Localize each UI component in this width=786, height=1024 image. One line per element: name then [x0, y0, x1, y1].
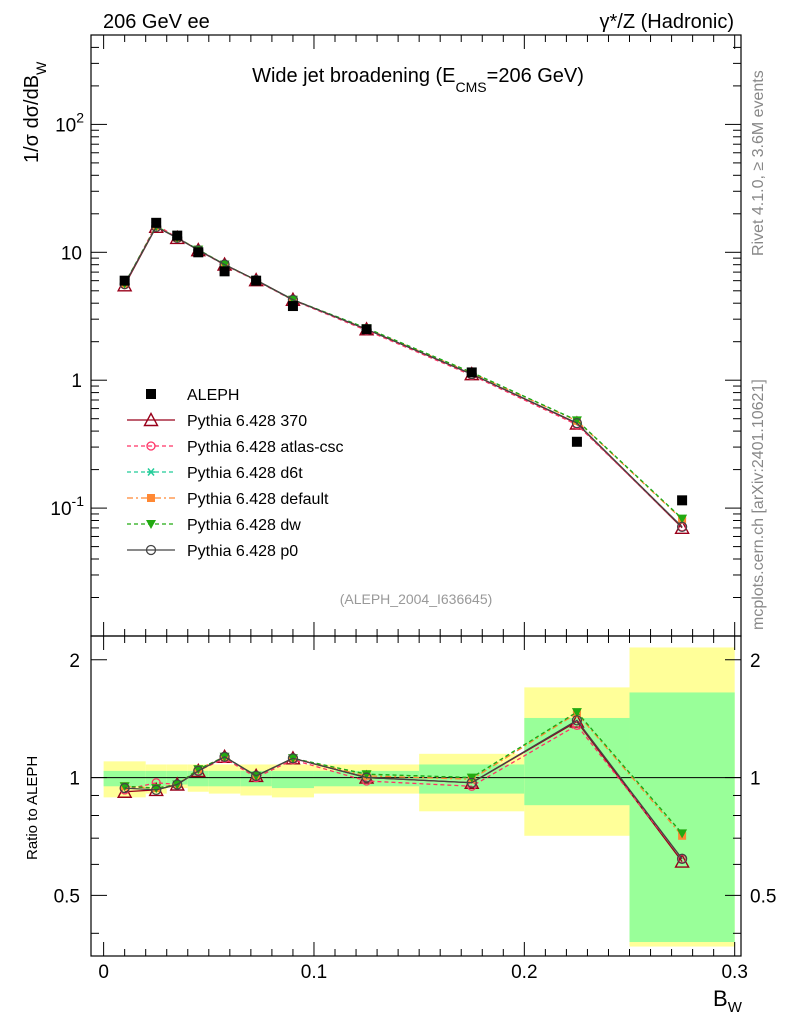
legend-marker-1 [146, 441, 156, 451]
legend-label-3: Pythia 6.428 default [187, 491, 329, 508]
analysis-id: (ALEPH_2004_I636645) [340, 591, 493, 607]
ratio-tick-label-left: 1 [69, 769, 80, 790]
y-tick-label: 10-1 [50, 493, 84, 520]
series-5-ratio-point [287, 753, 299, 764]
legend-label-aleph: ALEPH [187, 387, 239, 404]
series-4-ratio-point [361, 770, 372, 780]
legend-label-1: Pythia 6.428 atlas-csc [187, 439, 344, 456]
series-1-ratio-line [124, 724, 683, 860]
legend-marker-0 [143, 412, 159, 427]
band-green-bin [524, 717, 630, 806]
band-green-bin [208, 770, 241, 787]
data-point [571, 436, 582, 447]
legend-label-0: Pythia 6.428 370 [187, 413, 307, 430]
legend-label-4: Pythia 6.428 dw [187, 517, 301, 534]
series-5-ratio-point [193, 765, 204, 777]
ratio-tick-label-left: 2 [69, 651, 80, 672]
series-5-ratio-point [172, 779, 183, 790]
y-tick-label-base: 10 [50, 499, 71, 520]
legend-label-5: Pythia 6.428 p0 [187, 543, 298, 560]
series-4-ratio-point [571, 708, 582, 718]
series-5-ratio-point [571, 715, 583, 726]
x-tick-label: 0 [98, 962, 109, 983]
main-panel-series [116, 217, 690, 534]
y-tick-label-base: 10 [55, 115, 76, 136]
legend-marker-2-stroke [147, 468, 155, 476]
data-point [119, 275, 130, 286]
x-axis-label: BW [713, 986, 743, 1016]
y-tick-label: 1 [71, 371, 82, 392]
y-axis-label: 1/σ dσ/dBW [21, 61, 49, 163]
y-tick-label-exp: -1 [72, 493, 85, 509]
ratio-frame [90, 635, 742, 957]
y-tick-label-exp: 2 [76, 109, 84, 125]
data-point [251, 275, 262, 286]
legend-marker-3 [147, 494, 155, 502]
data-point [151, 217, 162, 228]
legend-marker-2 [147, 468, 155, 476]
ratio-panel-series [91, 708, 741, 868]
y-tick-label: 102 [55, 109, 84, 136]
ratio-tick-label-left: 0.5 [54, 886, 80, 907]
ratio-y-label: Ratio to ALEPH [24, 756, 41, 860]
series-5-ratio-point [250, 770, 262, 782]
x-tick-label: 0.2 [511, 962, 537, 983]
header-left: 206 GeV ee [103, 11, 210, 33]
band-green-bin [271, 770, 314, 789]
x-tick-label: 0.3 [721, 962, 747, 983]
data-point [172, 230, 183, 241]
x-tick-label: 0.1 [301, 962, 327, 983]
band-green-bin [103, 770, 146, 787]
band-green-bin [629, 692, 735, 943]
series-0-ratio-point [569, 713, 585, 728]
series-5-ratio-point [676, 853, 688, 864]
series-0-main-point [674, 519, 690, 534]
series-5-ratio-point [361, 772, 372, 783]
series-4-main-point [677, 514, 688, 524]
data-point [361, 324, 372, 335]
data-point [466, 367, 477, 378]
series-0-main-line [124, 225, 683, 529]
y-tick-label: 10 [61, 243, 82, 264]
mcplots-label: mcplots.cern.ch [arXiv:2401.10621] [750, 379, 767, 630]
legend-marker-aleph [146, 389, 156, 399]
legend: ALEPH Pythia 6.428 370 Pythia 6.428 atlas-… [127, 387, 344, 560]
ratio-uncertainty-bands [103, 647, 735, 947]
series-4-ratio-point [677, 829, 688, 839]
legend-marker-5 [145, 544, 157, 556]
series-5-main-point [571, 417, 583, 429]
legend-marker-4 [146, 520, 156, 529]
rivet-version-label: Rivet 4.1.0, ≥ 3.6M events [750, 70, 767, 256]
ratio-tick-label-right: 2 [750, 651, 761, 672]
data-point [287, 301, 298, 312]
ratio-tick-label-right: 1 [750, 769, 761, 790]
header-right: γ*/Z (Hadronic) [600, 11, 734, 33]
data-point [193, 247, 204, 258]
chart-title: Wide jet broadening (ECMS=206 GeV) [252, 65, 584, 95]
series-5-ratio-point [219, 751, 230, 762]
series-5-main-point [676, 521, 688, 533]
series-5-ratio-line [124, 719, 683, 860]
data-point [677, 495, 688, 506]
series-5-ratio-point [151, 784, 162, 796]
legend-label-2: Pythia 6.428 d6t [187, 465, 303, 482]
data-point [219, 266, 230, 277]
ratio-tick-label-right: 0.5 [750, 886, 776, 907]
series-5-ratio-point [466, 777, 477, 788]
series-5-ratio-point [119, 782, 130, 794]
